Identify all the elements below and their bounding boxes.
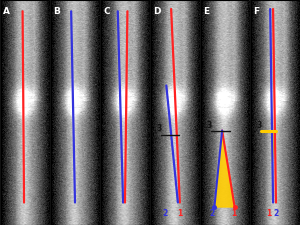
Text: E: E (203, 7, 209, 16)
Text: B: B (53, 7, 60, 16)
Text: 3: 3 (207, 122, 212, 130)
Text: 1: 1 (231, 209, 236, 218)
Polygon shape (272, 130, 276, 162)
Text: 1: 1 (267, 209, 272, 218)
Text: D: D (153, 7, 161, 16)
Text: 1: 1 (177, 209, 182, 218)
Text: 3: 3 (256, 122, 262, 130)
Text: 2: 2 (209, 209, 214, 218)
Text: C: C (103, 7, 110, 16)
Text: 2: 2 (273, 209, 279, 218)
Text: 2: 2 (163, 209, 168, 218)
Text: 3: 3 (157, 124, 162, 133)
Polygon shape (214, 130, 235, 207)
Text: F: F (253, 7, 260, 16)
Text: A: A (3, 7, 10, 16)
